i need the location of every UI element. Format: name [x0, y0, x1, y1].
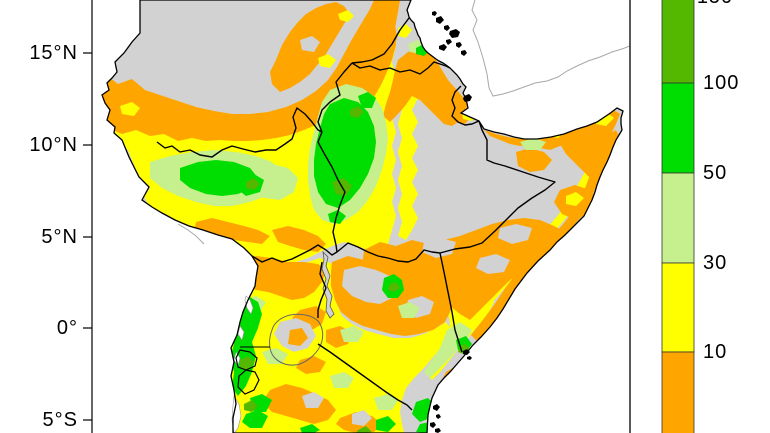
axis-tick-label: 15°N: [29, 42, 78, 64]
rain-50-100-patches: [180, 44, 472, 433]
latitude-axis: 15°N 10°N 5°N 0° 5°S: [29, 0, 631, 433]
country-borders: [156, 17, 556, 411]
colorbar-segment-50-100: [661, 82, 695, 174]
colorbar-segment-10-30: [661, 262, 695, 353]
colorbar-segment-above-100: [661, 0, 695, 84]
border-layer: [101, 0, 630, 433]
axis-tick-label: 10°N: [29, 134, 78, 156]
data-patch-layers: [102, 0, 620, 433]
lake-turkana: [321, 250, 335, 319]
colorbar-label: 30: [703, 252, 727, 274]
lake-victoria-outline: [269, 313, 324, 366]
colorbar-label-cutoff: 150: [697, 0, 733, 8]
colorbar-segment-below-10: [661, 351, 695, 433]
rain-below-10-lake-spot: [288, 328, 308, 346]
colorbar: 150 100 50 30 10: [661, 0, 739, 433]
rwanda-burundi-borders: [235, 349, 260, 395]
yemen-coastline: [471, 0, 630, 97]
axis-tick-label: 5°S: [43, 409, 78, 431]
foreign-borders: [177, 223, 205, 245]
rift-valley-lakes: [231, 295, 254, 433]
colorbar-label: 10: [703, 341, 727, 363]
axis-tick-label: 5°N: [41, 226, 78, 248]
colorbar-label: 100: [703, 72, 739, 94]
rain-below-10-fields: [102, 0, 620, 433]
axis-tick-label: 0°: [57, 317, 78, 339]
colorbar-segment-30-50: [661, 172, 695, 264]
colorbar-label: 50: [703, 162, 727, 184]
